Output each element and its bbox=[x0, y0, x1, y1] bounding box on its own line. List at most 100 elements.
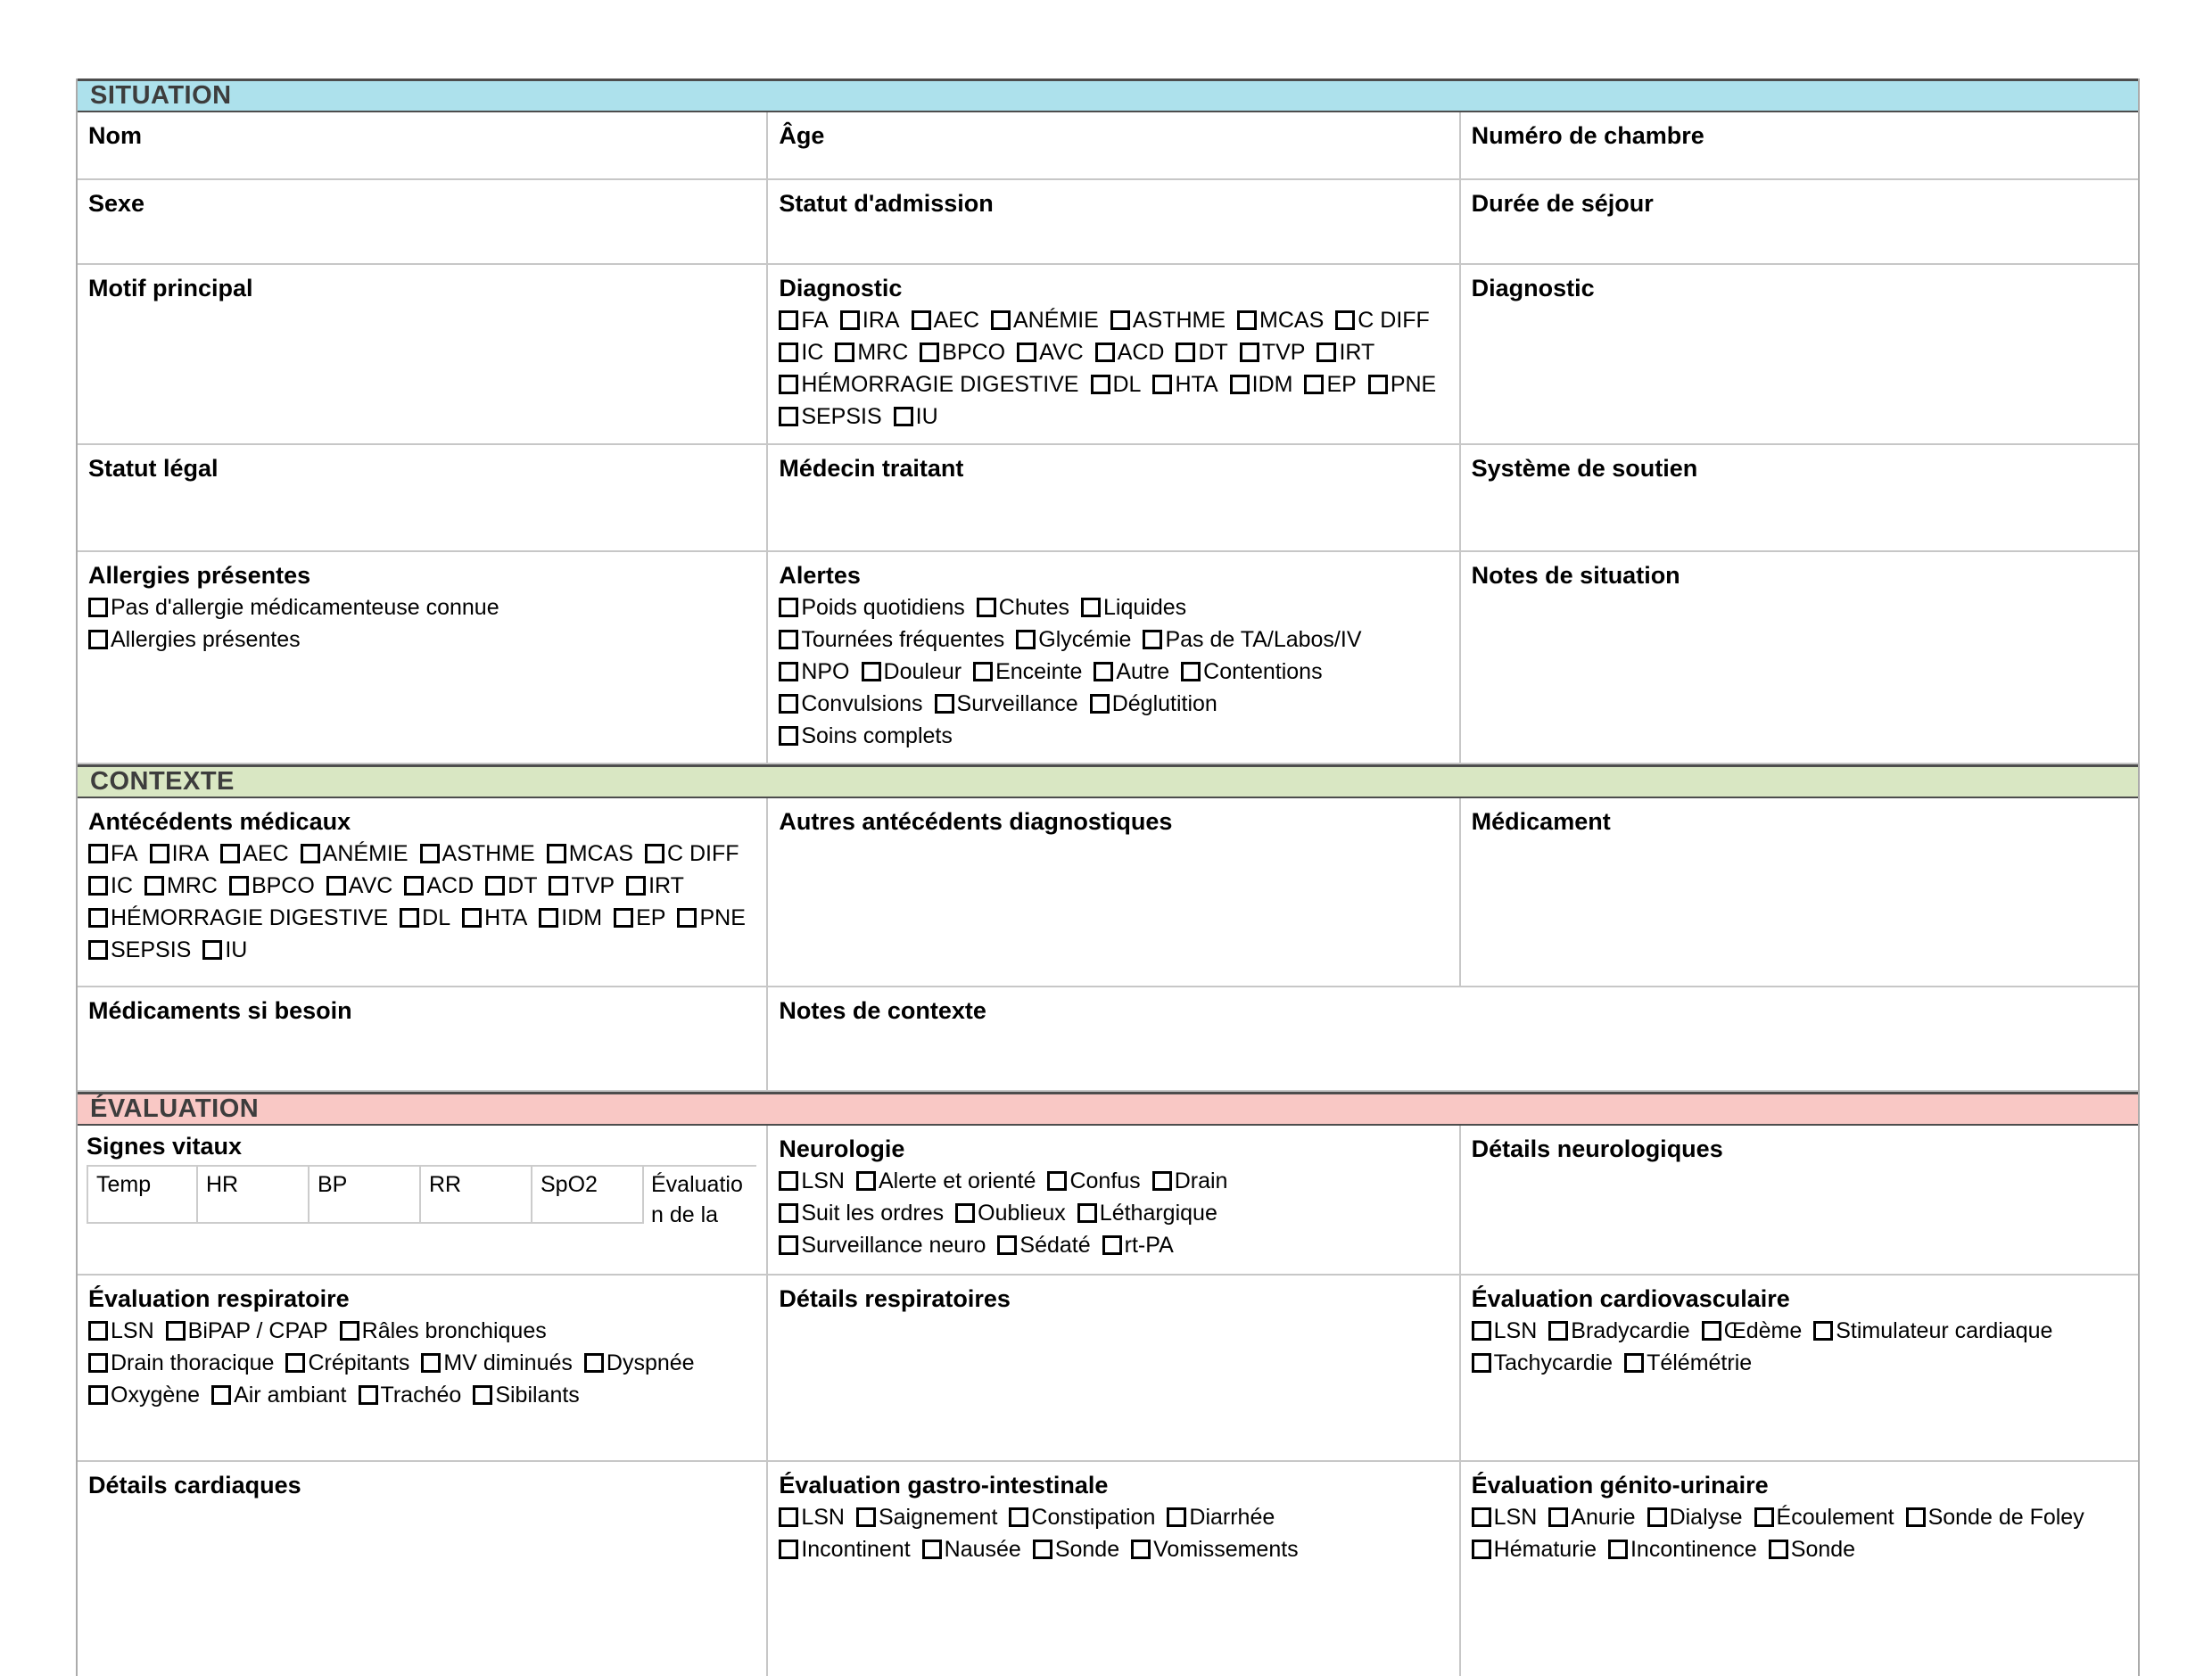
vitals-cell-bp[interactable]: BP bbox=[310, 1165, 421, 1224]
field-eval-gi[interactable]: Évaluation gastro-intestinale LSN Saignem… bbox=[768, 1462, 1461, 1676]
checkbox-option[interactable]: Stimulateur cardiaque bbox=[1813, 1318, 2052, 1343]
checkbox-option[interactable]: Pas d'allergie médicamenteuse connue bbox=[88, 595, 499, 620]
checkbox-option[interactable]: Surveillance bbox=[934, 691, 1078, 716]
checkbox-option[interactable]: FA bbox=[88, 841, 138, 866]
checkbox-option[interactable]: MRC bbox=[144, 873, 218, 898]
checkbox-option[interactable]: LSN bbox=[88, 1318, 154, 1343]
checkbox-option[interactable]: Allergies présentes bbox=[88, 627, 301, 652]
checkbox-option[interactable]: Oxygène bbox=[88, 1383, 200, 1408]
checkbox-option[interactable]: Sonde bbox=[1768, 1537, 1855, 1562]
field-motif-principal[interactable]: Motif principal bbox=[78, 265, 769, 443]
field-details-neurologiques[interactable]: Détails neurologiques bbox=[1461, 1126, 2138, 1274]
vitals-cell-rr[interactable]: RR bbox=[421, 1165, 532, 1224]
field-eval-cardio[interactable]: Évaluation cardiovasculaire LSN Bradycard… bbox=[1461, 1276, 2138, 1460]
field-medecin-traitant[interactable]: Médecin traitant bbox=[768, 445, 1461, 550]
checkbox-option[interactable]: IDM bbox=[1229, 372, 1292, 397]
checkbox-option[interactable]: Incontinence bbox=[1607, 1537, 1757, 1562]
checkbox-option[interactable]: Oublieux bbox=[955, 1201, 1066, 1226]
vitals-cell-evaluation[interactable]: Évaluation de la bbox=[644, 1165, 756, 1230]
checkbox-option[interactable]: Douleur bbox=[861, 659, 962, 684]
checkbox-option[interactable]: Chutes bbox=[976, 595, 1069, 620]
field-notes-contexte[interactable]: Notes de contexte bbox=[768, 987, 2138, 1090]
checkbox-option[interactable]: HÉMORRAGIE DIGESTIVE bbox=[779, 372, 1079, 397]
checkbox-option[interactable]: LSN bbox=[1471, 1505, 1537, 1530]
field-details-respiratoires[interactable]: Détails respiratoires bbox=[768, 1276, 1461, 1460]
vitals-cell-spo2[interactable]: SpO2 bbox=[532, 1165, 644, 1224]
checkbox-option[interactable]: ANÉMIE bbox=[991, 308, 1099, 333]
field-notes-situation[interactable]: Notes de situation bbox=[1461, 552, 2138, 763]
field-numero-chambre[interactable]: Numéro de chambre bbox=[1461, 112, 2138, 178]
checkbox-option[interactable]: Déglutition bbox=[1089, 691, 1217, 716]
checkbox-option[interactable]: Écoulement bbox=[1754, 1505, 1894, 1530]
field-statut-legal[interactable]: Statut légal bbox=[78, 445, 769, 550]
checkbox-option[interactable]: Anurie bbox=[1548, 1505, 1636, 1530]
checkbox-option[interactable]: MV diminués bbox=[421, 1350, 573, 1375]
checkbox-option[interactable]: DT bbox=[485, 873, 537, 898]
checkbox-option[interactable]: Râles bronchiques bbox=[339, 1318, 547, 1343]
checkbox-option[interactable]: AEC bbox=[220, 841, 289, 866]
field-systeme-soutien[interactable]: Système de soutien bbox=[1461, 445, 2138, 550]
checkbox-option[interactable]: Œdème bbox=[1701, 1318, 1802, 1343]
checkbox-option[interactable]: MCAS bbox=[546, 841, 633, 866]
vitals-cell-hr[interactable]: HR bbox=[198, 1165, 310, 1224]
vitals-cell-temp[interactable]: Temp bbox=[87, 1165, 198, 1224]
checkbox-option[interactable]: IC bbox=[88, 873, 133, 898]
checkbox-option[interactable]: Air ambiant bbox=[211, 1383, 347, 1408]
checkbox-option[interactable]: IDM bbox=[539, 905, 602, 930]
checkbox-option[interactable]: FA bbox=[779, 308, 829, 333]
checkbox-option[interactable]: PNE bbox=[1367, 372, 1436, 397]
checkbox-option[interactable]: Confus bbox=[1047, 1168, 1141, 1193]
checkbox-option[interactable]: MCAS bbox=[1237, 308, 1324, 333]
checkbox-option[interactable]: SEPSIS bbox=[88, 937, 191, 962]
checkbox-option[interactable]: Glycémie bbox=[1016, 627, 1131, 652]
checkbox-option[interactable]: IRT bbox=[1316, 340, 1374, 365]
checkbox-option[interactable]: Incontinent bbox=[779, 1537, 911, 1562]
checkbox-option[interactable]: DL bbox=[1090, 372, 1141, 397]
checkbox-option[interactable]: LSN bbox=[1471, 1318, 1537, 1343]
checkbox-option[interactable]: SEPSIS bbox=[779, 404, 882, 429]
field-eval-gu[interactable]: Évaluation génito-urinaire LSN Anurie Dial… bbox=[1461, 1462, 2138, 1676]
checkbox-option[interactable]: AVC bbox=[326, 873, 392, 898]
checkbox-option[interactable]: IRT bbox=[626, 873, 684, 898]
checkbox-option[interactable]: DT bbox=[1176, 340, 1228, 365]
checkbox-option[interactable]: Alerte et orienté bbox=[855, 1168, 1036, 1193]
field-neurologie[interactable]: Neurologie LSN Alerte et orienté Confus Dra… bbox=[768, 1126, 1461, 1274]
checkbox-option[interactable]: BPCO bbox=[920, 340, 1005, 365]
checkbox-option[interactable]: NPO bbox=[779, 659, 850, 684]
field-allergies[interactable]: Allergies présentes Pas d'allergie médic… bbox=[78, 552, 769, 763]
checkbox-option[interactable]: Autre bbox=[1094, 659, 1169, 684]
checkbox-option[interactable]: MRC bbox=[835, 340, 908, 365]
checkbox-option[interactable]: Soins complets bbox=[779, 723, 953, 748]
checkbox-option[interactable]: Léthargique bbox=[1077, 1201, 1217, 1226]
checkbox-option[interactable]: EP bbox=[614, 905, 665, 930]
checkbox-option[interactable]: HTA bbox=[1152, 372, 1218, 397]
checkbox-option[interactable]: BiPAP / CPAP bbox=[165, 1318, 328, 1343]
checkbox-option[interactable]: Hématurie bbox=[1471, 1537, 1597, 1562]
field-autres-antecedents[interactable]: Autres antécédents diagnostiques bbox=[768, 798, 1461, 986]
checkbox-option[interactable]: Surveillance neuro bbox=[779, 1233, 986, 1258]
field-age[interactable]: Âge bbox=[768, 112, 1461, 178]
checkbox-option[interactable]: IU bbox=[202, 937, 247, 962]
checkbox-option[interactable]: Pas de TA/Labos/IV bbox=[1143, 627, 1362, 652]
checkbox-option[interactable]: Dyspnée bbox=[583, 1350, 695, 1375]
checkbox-option[interactable]: Constipation bbox=[1009, 1505, 1155, 1530]
checkbox-option[interactable]: Sibilants bbox=[473, 1383, 580, 1408]
checkbox-option[interactable]: Trachéo bbox=[358, 1383, 461, 1408]
field-medicaments-si-besoin[interactable]: Médicaments si besoin bbox=[78, 987, 769, 1090]
field-diagnostic-checklist[interactable]: Diagnostic FA IRA AEC ANÉMIE ASTHME MCAS C DIF… bbox=[768, 265, 1461, 443]
checkbox-option[interactable]: EP bbox=[1304, 372, 1357, 397]
checkbox-option[interactable]: Drain bbox=[1151, 1168, 1227, 1193]
checkbox-option[interactable]: IU bbox=[893, 404, 938, 429]
checkbox-option[interactable]: Convulsions bbox=[779, 691, 923, 716]
checkbox-option[interactable]: IC bbox=[779, 340, 823, 365]
checkbox-option[interactable]: Bradycardie bbox=[1548, 1318, 1690, 1343]
checkbox-option[interactable]: Télémétrie bbox=[1624, 1350, 1752, 1375]
field-duree-sejour[interactable]: Durée de séjour bbox=[1461, 180, 2138, 263]
checkbox-option[interactable]: Tournées fréquentes bbox=[779, 627, 1004, 652]
checkbox-option[interactable]: ASTHME bbox=[1110, 308, 1226, 333]
checkbox-option[interactable]: Crépitants bbox=[285, 1350, 409, 1375]
checkbox-option[interactable]: Suit les ordres bbox=[779, 1201, 944, 1226]
checkbox-option[interactable]: TVP bbox=[549, 873, 615, 898]
checkbox-option[interactable]: Vomissements bbox=[1131, 1537, 1299, 1562]
checkbox-option[interactable]: ASTHME bbox=[419, 841, 535, 866]
